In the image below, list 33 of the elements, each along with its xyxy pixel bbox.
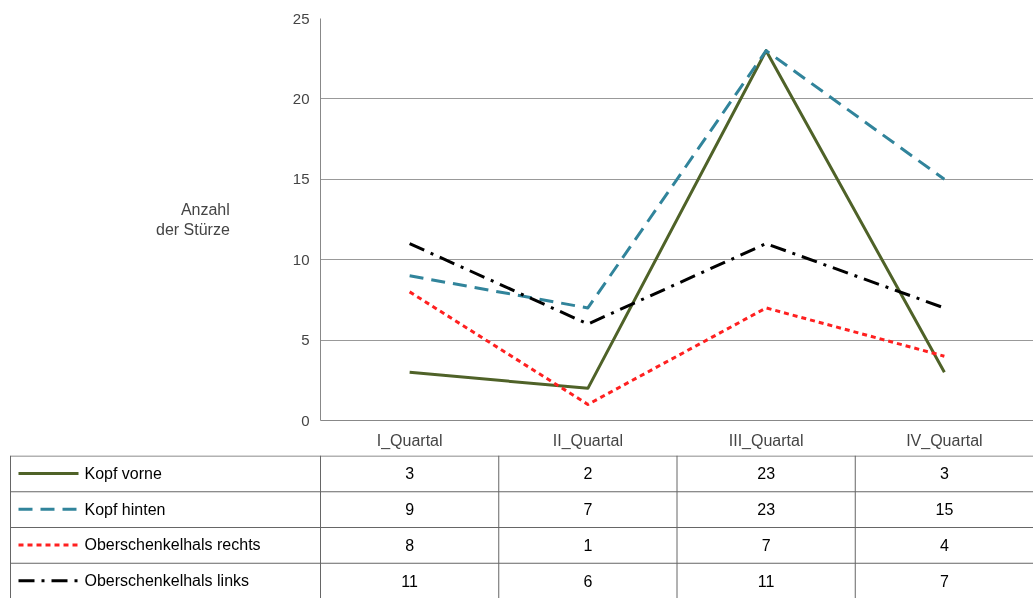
y-tick-label: 5 — [301, 331, 310, 349]
data-label: 6 — [583, 572, 593, 590]
data-label: 1 — [583, 536, 593, 554]
y-tick-label: 25 — [292, 9, 310, 27]
y-tick-label: 15 — [292, 170, 310, 188]
x-tick-label: IV_Quartal — [906, 431, 983, 450]
data-label: 9 — [405, 501, 415, 519]
data-label: 11 — [757, 572, 775, 590]
line-series — [408, 49, 946, 310]
x-tick-label: II_Quartal — [552, 431, 624, 450]
line-series — [408, 290, 946, 406]
data-label: 8 — [405, 536, 415, 554]
legend-label: Oberschenkelhals links — [84, 572, 250, 590]
data-label: 7 — [939, 572, 949, 590]
x-tick-label: I_Quartal — [376, 431, 443, 450]
x-tick-label: III_Quartal — [728, 431, 804, 450]
data-label: 7 — [583, 501, 593, 519]
data-label: 3 — [405, 465, 415, 483]
data-label: 4 — [939, 536, 949, 554]
y-tick-label: 0 — [301, 411, 310, 429]
legend-label: Kopf vorne — [84, 464, 162, 482]
data-label: 2 — [583, 465, 593, 483]
y-tick-label: 10 — [292, 250, 310, 268]
data-label: 15 — [935, 501, 954, 519]
data-label: 23 — [757, 465, 776, 483]
y-tick-label: 20 — [292, 89, 310, 107]
legend-label: Oberschenkelhals rechts — [84, 536, 261, 554]
data-label: 7 — [761, 536, 771, 554]
data-label: 3 — [939, 465, 949, 483]
data-label: 11 — [401, 572, 419, 590]
data-label: 23 — [757, 501, 776, 519]
y-axis-title: Anzahl der Stürze — [156, 200, 230, 239]
legend-label: Kopf hinten — [84, 500, 166, 518]
